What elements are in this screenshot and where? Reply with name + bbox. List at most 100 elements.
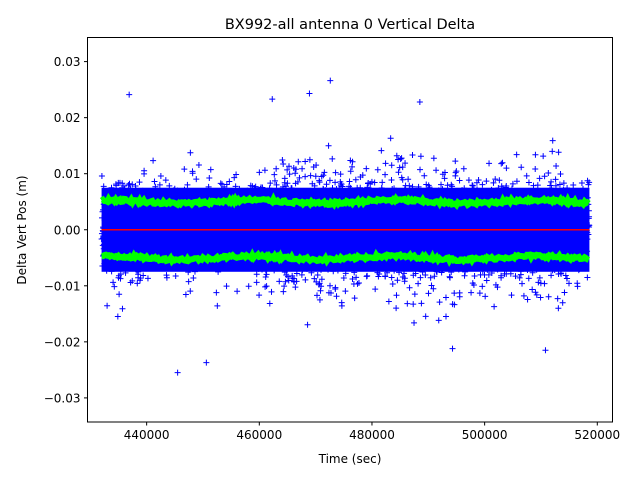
data-point: [206, 174, 213, 181]
data-point: [541, 280, 548, 287]
data-point: [425, 290, 432, 297]
data-point: [352, 176, 359, 183]
data-point: [329, 155, 336, 162]
data-point: [316, 280, 323, 287]
data-point: [327, 77, 334, 84]
data-point: [428, 282, 435, 289]
data-point: [479, 181, 486, 188]
data-point: [548, 272, 555, 279]
data-point: [119, 305, 126, 312]
data-point: [156, 181, 163, 188]
data-point: [286, 171, 293, 178]
data-point: [398, 155, 405, 162]
data-point: [325, 142, 332, 149]
data-point: [195, 161, 202, 168]
data-point: [280, 288, 287, 295]
data-point: [184, 181, 191, 188]
data-point: [172, 273, 179, 280]
data-point: [349, 276, 356, 283]
data-point: [469, 182, 476, 189]
data-point: [468, 289, 475, 296]
data-point: [338, 302, 345, 309]
y-tick-label: −0.02: [44, 335, 81, 349]
data-point: [217, 180, 224, 187]
data-point: [395, 169, 402, 176]
data-point: [325, 289, 332, 296]
data-point: [214, 302, 221, 309]
chart-title: BX992-all antenna 0 Vertical Delta: [225, 17, 475, 33]
data-point: [456, 177, 463, 184]
data-point: [363, 165, 370, 172]
data-point: [476, 290, 483, 297]
data-point: [347, 168, 354, 175]
data-point: [534, 182, 541, 189]
data-point: [553, 162, 560, 169]
data-point: [519, 280, 526, 287]
data-point: [393, 152, 400, 159]
data-point: [499, 159, 506, 166]
y-tick-label: −0.01: [44, 279, 81, 293]
data-point: [483, 277, 490, 284]
data-point: [496, 177, 503, 184]
data-point: [508, 292, 515, 299]
data-point: [296, 174, 303, 181]
data-point: [422, 272, 429, 279]
data-point: [302, 173, 309, 180]
data-point: [559, 299, 566, 306]
data-point: [394, 277, 401, 284]
data-point: [367, 180, 374, 187]
data-point: [470, 282, 477, 289]
data-point: [401, 278, 408, 285]
data-point: [411, 291, 418, 298]
data-point: [337, 171, 344, 178]
data-point: [363, 273, 370, 280]
data-point: [402, 182, 409, 189]
data-point: [532, 289, 539, 296]
data-point: [442, 313, 449, 320]
data-point: [286, 163, 293, 170]
data-point: [427, 274, 434, 281]
data-point: [431, 273, 438, 280]
y-tick-label: 0.03: [54, 55, 81, 69]
data-point: [299, 165, 306, 172]
data-point: [144, 275, 151, 282]
data-point: [271, 171, 278, 178]
data-point: [185, 278, 192, 285]
data-point: [441, 169, 448, 176]
data-point: [554, 295, 561, 302]
data-point: [418, 300, 425, 307]
data-point: [548, 178, 555, 185]
data-point: [537, 294, 544, 301]
data-point: [552, 182, 559, 189]
data-point: [411, 319, 418, 326]
data-point: [150, 157, 157, 164]
data-point: [116, 291, 123, 298]
data-point: [284, 273, 291, 280]
data-point: [306, 90, 313, 97]
data-point: [333, 293, 340, 300]
data-point: [382, 273, 389, 280]
data-point: [396, 164, 403, 171]
data-point: [189, 168, 196, 175]
data-point: [359, 172, 366, 179]
data-point: [417, 274, 424, 281]
data-point: [233, 171, 240, 178]
data-point: [267, 180, 274, 187]
data-point: [306, 156, 313, 163]
data-point: [231, 174, 238, 181]
data-point: [332, 169, 339, 176]
data-point: [570, 181, 577, 188]
data-point: [465, 177, 472, 184]
data-point: [561, 289, 568, 296]
data-point: [409, 151, 416, 158]
data-point: [552, 176, 559, 183]
data-point: [532, 166, 539, 173]
data-point: [262, 283, 269, 290]
data-point: [516, 274, 523, 281]
data-point: [385, 298, 392, 305]
data-point: [397, 155, 404, 162]
data-point: [503, 165, 510, 172]
data-point: [525, 179, 532, 186]
data-point: [181, 166, 188, 173]
data-point: [276, 278, 283, 285]
